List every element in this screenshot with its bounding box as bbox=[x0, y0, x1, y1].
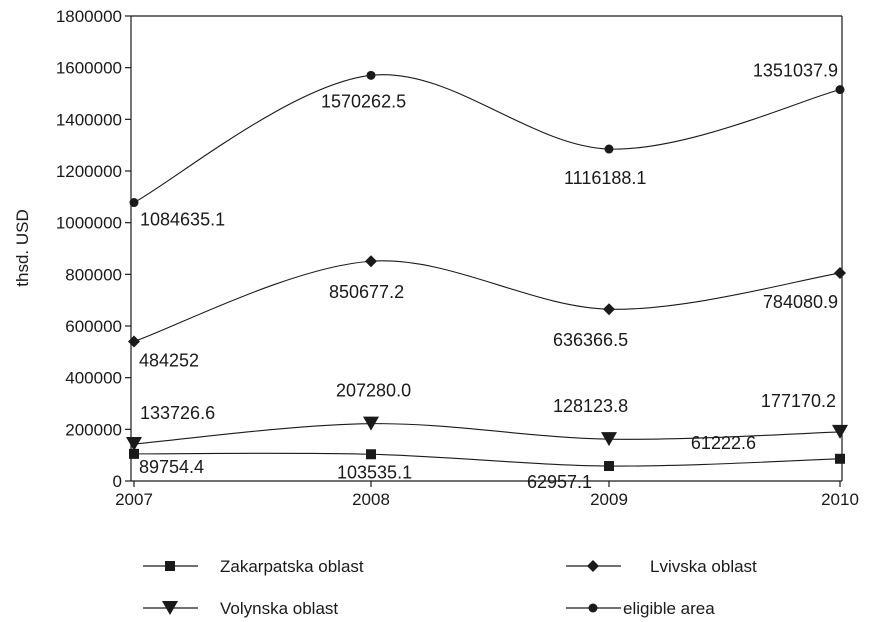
y-tick-label: 1200000 bbox=[56, 162, 122, 181]
series-layer: 89754.4 103535.1 62957.161222.648425285067… bbox=[126, 61, 848, 492]
data-point bbox=[366, 70, 376, 80]
data-label: 103535.1 bbox=[337, 462, 412, 482]
data-point bbox=[601, 432, 617, 447]
data-point bbox=[603, 303, 615, 316]
series-line bbox=[133, 74, 841, 204]
data-label: 1116188.1 bbox=[564, 168, 646, 188]
data-label: 1084635.1 bbox=[140, 210, 225, 230]
legend-marker bbox=[165, 561, 175, 571]
data-label: 484252 bbox=[139, 351, 199, 371]
data-label: 128123.8 bbox=[553, 396, 628, 416]
legend-label: Volynska oblast bbox=[220, 599, 338, 618]
legend-label: eligible area bbox=[623, 599, 715, 618]
series-line bbox=[133, 452, 841, 467]
x-tick-label: 2008 bbox=[352, 490, 390, 509]
x-tick-label: 2007 bbox=[115, 490, 153, 509]
legend: Zakarpatska oblast Lvivska oblast Volynska… bbox=[143, 557, 757, 618]
y-tick-label: 0 bbox=[113, 472, 122, 491]
data-label: 784080.9 bbox=[763, 292, 838, 312]
series-lvivska-oblast: 484252 850677.2 636366.5 784080.9 bbox=[128, 255, 846, 371]
y-tick-label: 1800000 bbox=[56, 7, 122, 26]
series-line bbox=[133, 260, 841, 343]
data-point bbox=[835, 453, 845, 464]
data-label: 177170.2 bbox=[761, 391, 836, 411]
x-tick-label: 2010 bbox=[821, 490, 859, 509]
legend-marker bbox=[162, 601, 178, 615]
y-tick-label: 800000 bbox=[65, 265, 122, 284]
x-axis: 2007 2008 2009 2010 bbox=[115, 481, 859, 509]
y-tick-label: 1600000 bbox=[56, 59, 122, 78]
data-label: 850677.2 bbox=[329, 282, 404, 302]
y-axis-label: thsd. USD bbox=[13, 209, 32, 286]
data-label: 207280.0 bbox=[336, 381, 411, 401]
data-label: 1351037.9 bbox=[753, 61, 838, 81]
y-tick-label: 600000 bbox=[65, 317, 122, 336]
legend-marker bbox=[588, 603, 598, 613]
y-tick-label: 200000 bbox=[65, 420, 122, 439]
series-volynska-oblast: 133726.6 207280.0 128123.8 177170.2 bbox=[126, 381, 848, 452]
legend-item: Lvivska oblast bbox=[566, 557, 757, 576]
data-point bbox=[126, 437, 142, 452]
legend-item: Volynska oblast bbox=[143, 599, 338, 618]
legend-marker bbox=[587, 560, 599, 572]
data-label: 89754.4 bbox=[139, 457, 204, 477]
data-point bbox=[604, 144, 614, 154]
legend-label: Zakarpatska oblast bbox=[220, 557, 364, 576]
legend-item: eligible area bbox=[566, 599, 715, 618]
data-label: 1570262.5 bbox=[321, 91, 406, 111]
data-point bbox=[834, 267, 846, 280]
y-axis: 0 200000 400000 600000 800000 1000000 1200000 1… bbox=[56, 7, 131, 491]
x-tick-label: 2009 bbox=[590, 490, 628, 509]
data-point bbox=[365, 255, 377, 268]
legend-label: Lvivska oblast bbox=[650, 557, 757, 576]
data-point bbox=[363, 416, 379, 431]
y-tick-label: 400000 bbox=[65, 369, 122, 388]
data-point bbox=[835, 85, 845, 95]
y-tick-label: 1000000 bbox=[56, 214, 122, 233]
data-point bbox=[129, 198, 139, 208]
data-point bbox=[604, 461, 614, 472]
data-point bbox=[129, 448, 139, 459]
data-point bbox=[832, 424, 848, 439]
data-label: 133726.6 bbox=[140, 403, 215, 423]
y-tick-label: 1400000 bbox=[56, 110, 122, 129]
data-label: 62957.1 bbox=[527, 472, 592, 492]
data-point bbox=[366, 449, 376, 460]
legend-item: Zakarpatska oblast bbox=[143, 557, 364, 576]
series-eligible-area: 1084635.1 1570262.5 1116188.1 1351037.9 bbox=[129, 61, 845, 230]
data-point bbox=[128, 335, 140, 348]
data-label: 636366.5 bbox=[553, 330, 628, 350]
series-line bbox=[133, 423, 841, 445]
